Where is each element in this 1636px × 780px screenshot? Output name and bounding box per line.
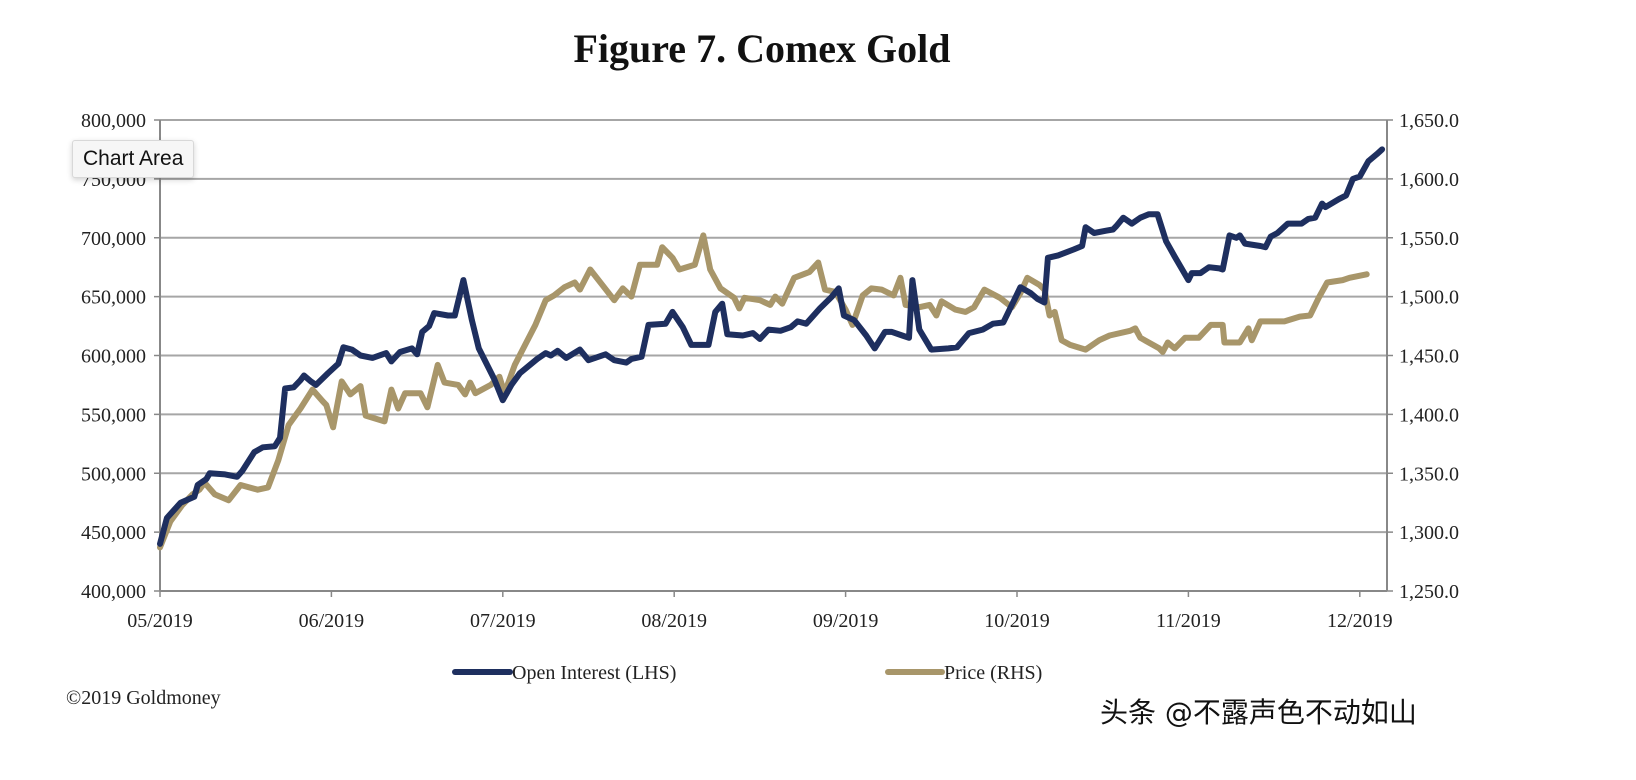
y-tick-label-left: 400,000: [81, 581, 146, 603]
x-tick-label: 11/2019: [1156, 610, 1221, 632]
open-interest-line: [157, 146, 1386, 547]
legend-label-open-interest: Open Interest (LHS): [512, 662, 676, 684]
y-tick-label-right: 1,300.0: [1399, 522, 1459, 544]
y-tick-label-right: 1,550.0: [1399, 228, 1459, 250]
price-line: [157, 232, 1370, 551]
copyright: ©2019 Goldmoney: [66, 687, 221, 709]
x-tick-label: 05/2019: [127, 610, 193, 632]
y-axis-right-labels: 1,250.0 1,300.0 1,350.0 1,400.0 1,450.0 1,500…: [1399, 110, 1459, 603]
watermark: 头条 @不露声色不动如山: [1100, 696, 1417, 729]
y-tick-label-right: 1,400.0: [1399, 404, 1459, 426]
y-tick-label-left: 500,000: [81, 463, 146, 485]
x-tick-label: 10/2019: [984, 610, 1050, 632]
y-tick-label-left: 600,000: [81, 346, 146, 368]
y-tick-label-left: 550,000: [81, 404, 146, 426]
series-lines: [157, 146, 1386, 551]
y-tick-label-right: 1,500.0: [1399, 287, 1459, 309]
gridlines: [160, 119, 1387, 534]
y-tick-label-right: 1,650.0: [1399, 110, 1459, 132]
x-tick-label: 06/2019: [299, 610, 365, 632]
legend-label-price: Price (RHS): [944, 662, 1042, 684]
x-tick-label: 07/2019: [470, 610, 536, 632]
axes: [154, 119, 1393, 597]
x-tick-label: 08/2019: [641, 610, 707, 632]
y-tick-label-left: 650,000: [81, 287, 146, 309]
y-tick-label-left: 800,000: [81, 110, 146, 132]
y-axis-left-labels: 400,000 450,000 500,000 550,000 600,000 650,0…: [81, 110, 146, 603]
y-tick-label-right: 1,350.0: [1399, 463, 1459, 485]
y-tick-label-left: 450,000: [81, 522, 146, 544]
y-tick-label-right: 1,600.0: [1399, 169, 1459, 191]
y-tick-label-right: 1,250.0: [1399, 581, 1459, 603]
x-axis-labels: 05/2019 06/2019 07/2019 08/2019 09/2019 10/20…: [127, 610, 1392, 632]
chart-area-tooltip: Chart Area: [72, 140, 195, 178]
chart-title: Figure 7. Comex Gold: [573, 26, 950, 71]
y-tick-label-right: 1,450.0: [1399, 346, 1459, 368]
x-tick-label: 12/2019: [1327, 610, 1393, 632]
legend: Open Interest (LHS) Price (RHS): [452, 662, 1042, 684]
x-tick-label: 09/2019: [813, 610, 879, 632]
y-tick-label-left: 700,000: [81, 228, 146, 250]
